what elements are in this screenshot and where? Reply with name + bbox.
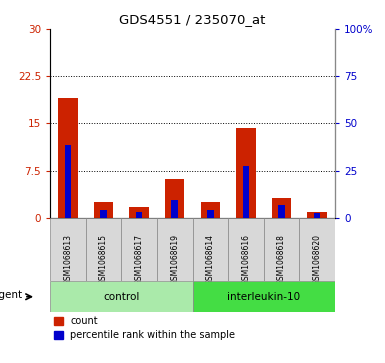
Text: interleukin-10: interleukin-10 (227, 292, 300, 302)
Bar (129, 207, 149, 218)
Bar (264, 218, 300, 281)
Bar (157, 218, 192, 281)
Text: agent: agent (0, 290, 22, 300)
Text: GSM1068617: GSM1068617 (135, 234, 144, 285)
Text: GSM1068614: GSM1068614 (206, 234, 215, 285)
Bar (121, 218, 157, 281)
Text: GSM1068620: GSM1068620 (313, 234, 321, 285)
Bar (243, 166, 249, 218)
Bar (100, 210, 107, 218)
Title: GDS4551 / 235070_at: GDS4551 / 235070_at (119, 13, 266, 26)
Bar (192, 218, 228, 281)
Bar (136, 212, 142, 218)
Text: GSM1068616: GSM1068616 (241, 234, 250, 285)
Bar (300, 218, 335, 281)
Bar (236, 129, 256, 218)
Bar (314, 213, 320, 218)
Bar (278, 205, 285, 218)
Bar (50, 218, 85, 281)
Bar (171, 200, 178, 218)
Bar (58, 98, 78, 218)
Text: GSM1068613: GSM1068613 (64, 234, 72, 285)
Text: GSM1068615: GSM1068615 (99, 234, 108, 285)
Bar (50, 281, 192, 312)
Legend: count, percentile rank within the sample: count, percentile rank within the sample (50, 312, 239, 344)
Bar (94, 202, 113, 218)
Bar (307, 212, 327, 218)
Bar (85, 218, 121, 281)
Text: GSM1068619: GSM1068619 (170, 234, 179, 285)
Bar (272, 198, 291, 218)
Bar (207, 210, 214, 218)
Text: GSM1068618: GSM1068618 (277, 234, 286, 285)
Bar (228, 218, 264, 281)
Text: control: control (103, 292, 139, 302)
Bar (65, 146, 71, 218)
Bar (201, 202, 220, 218)
Bar (192, 281, 335, 312)
Bar (165, 179, 184, 218)
